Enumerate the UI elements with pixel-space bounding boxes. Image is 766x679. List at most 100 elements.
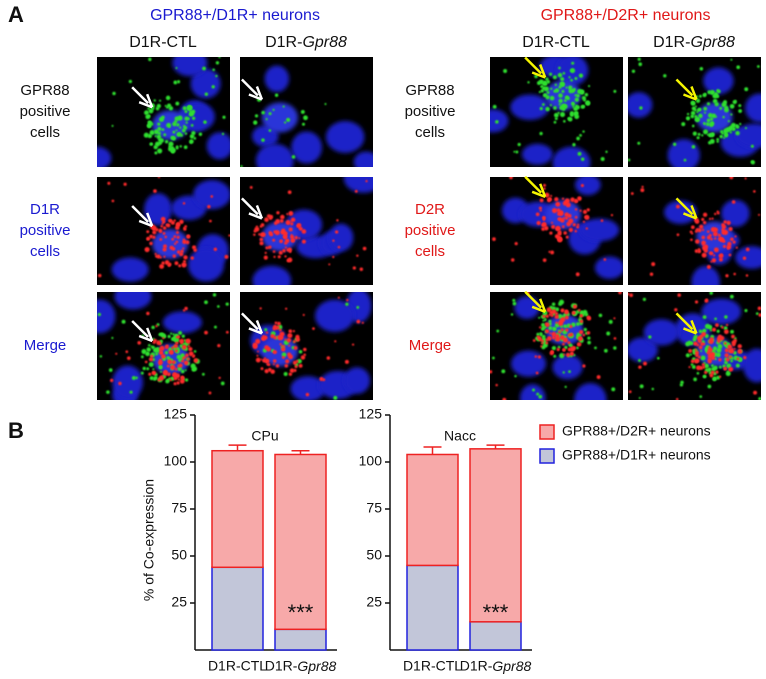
signal-dot	[185, 240, 190, 245]
signal-dot	[703, 92, 707, 96]
signal-dot	[576, 223, 580, 226]
signal-dot	[562, 342, 565, 346]
signal-dot	[362, 246, 367, 251]
signal-dot	[596, 375, 601, 379]
signal-dot	[159, 332, 162, 335]
signal-dot	[334, 340, 337, 343]
signal-dot	[180, 249, 184, 253]
signal-dot	[265, 118, 268, 121]
signal-dot	[183, 125, 188, 130]
signal-dot	[312, 327, 315, 330]
nucleus	[574, 382, 607, 400]
signal-dot	[287, 222, 290, 225]
image-content	[98, 177, 230, 282]
signal-dot	[536, 332, 540, 337]
signal-dot	[148, 362, 154, 368]
signal-dot	[737, 344, 742, 349]
arrow-head	[531, 64, 547, 79]
signal-dot	[572, 143, 576, 147]
signal-dot	[640, 188, 645, 193]
signal-dot	[128, 79, 132, 84]
signal-dot	[181, 359, 184, 363]
signal-dot	[166, 223, 171, 228]
signal-dot	[724, 315, 728, 319]
signal-dot	[690, 341, 694, 346]
signal-dot	[264, 359, 269, 363]
signal-dot	[193, 248, 197, 252]
arrow-head	[683, 204, 698, 220]
signal-dot	[167, 334, 171, 339]
y-tick-label: 75	[366, 500, 382, 516]
signal-dot	[580, 183, 584, 188]
signal-dot	[709, 373, 714, 378]
signal-dot	[708, 339, 714, 345]
signal-dot	[174, 373, 181, 379]
signal-dot	[737, 348, 743, 354]
signal-dot	[753, 190, 756, 193]
signal-dot	[213, 247, 218, 251]
signal-dot	[179, 378, 185, 384]
signal-dot	[694, 219, 700, 224]
arrow	[241, 312, 259, 331]
signal-dot	[175, 129, 178, 132]
signal-dot	[186, 357, 190, 361]
signal-dot	[582, 130, 585, 133]
signal-dot	[107, 181, 111, 185]
signal-dot	[161, 222, 164, 225]
nucleus	[667, 139, 700, 167]
signal-dot	[546, 79, 551, 84]
signal-dot	[198, 132, 203, 137]
signal-dot	[690, 101, 696, 106]
signal-dot	[708, 346, 711, 349]
signal-dot	[288, 329, 293, 334]
signal-dot	[574, 215, 578, 219]
signal-dot	[281, 355, 285, 359]
signal-dot	[179, 145, 182, 148]
signal-dot	[291, 155, 296, 159]
x-tick-label: D1R-CTL	[208, 658, 267, 674]
signal-dot	[697, 132, 701, 136]
signal-dot	[344, 359, 349, 364]
signal-dot	[295, 334, 300, 340]
signal-dot	[352, 266, 356, 270]
signal-dot	[691, 124, 695, 128]
signal-dot	[272, 350, 276, 354]
signal-dot	[558, 93, 563, 98]
signal-dot	[290, 217, 296, 222]
signal-dot	[691, 106, 697, 111]
signal-dot	[249, 186, 253, 189]
nucleus	[510, 94, 550, 120]
signal-dot	[558, 330, 561, 334]
signal-dot	[106, 390, 110, 394]
nucleus	[490, 109, 509, 133]
signal-dot	[562, 348, 566, 352]
signal-dot	[564, 385, 567, 388]
signal-dot	[694, 249, 699, 253]
signal-dot	[730, 359, 734, 363]
signal-dot	[709, 292, 713, 295]
signal-dot	[567, 333, 571, 337]
signal-dot	[690, 359, 695, 364]
y-tick-label: 125	[164, 406, 188, 422]
signal-dot	[716, 329, 720, 333]
signal-dot	[714, 102, 719, 107]
signal-dot	[707, 324, 713, 330]
signal-dot	[290, 222, 294, 226]
signal-dot	[551, 350, 554, 354]
signal-dot	[284, 338, 287, 341]
signal-dot	[551, 302, 556, 306]
signal-dot	[536, 335, 540, 339]
nucleus	[519, 384, 546, 400]
row-label: Merge	[409, 337, 452, 354]
signal-dot	[562, 217, 566, 220]
signal-dot	[725, 127, 731, 133]
signal-dot	[711, 113, 717, 119]
signal-dot	[696, 343, 700, 347]
signal-dot	[286, 212, 289, 216]
signal-dot	[555, 333, 560, 339]
signal-dot	[703, 248, 708, 253]
signal-dot	[568, 76, 571, 79]
signal-dot	[282, 345, 286, 348]
signal-dot	[168, 125, 171, 128]
